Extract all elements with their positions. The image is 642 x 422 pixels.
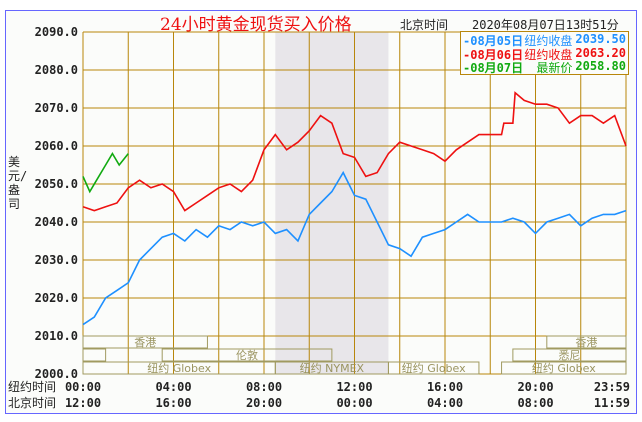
legend-label: 纽约收盘 — [524, 47, 573, 62]
legend-item: -08月05日 纽约收盘 2039.50 — [463, 32, 626, 49]
legend-marker: -08月05日 — [463, 34, 524, 48]
legend-value: 2058.80 — [575, 59, 626, 73]
session-label: 香港 — [134, 336, 156, 349]
session-label: 纽约 Globex — [147, 361, 211, 375]
x-tick-label: 16:00 — [155, 396, 191, 410]
legend-value: 2039.50 — [575, 32, 626, 46]
y-tick-label: 2090.0 — [35, 25, 78, 39]
legend-marker: -08月06日 — [463, 47, 524, 62]
session-label: 伦敦 — [236, 348, 258, 362]
x-tick-label: 20:00 — [246, 396, 282, 410]
series-line-08月07日 — [82, 152, 129, 194]
series-line-08月06日 — [82, 91, 627, 212]
x-tick-label: 23:59 — [594, 380, 630, 394]
legend: -08月05日 纽约收盘 2039.50 -08月06日 纽约收盘 2063.20 -08月… — [460, 31, 629, 75]
x-tick-label: 04:00 — [427, 396, 463, 410]
x-tick-label: 20:00 — [517, 380, 553, 394]
session-bar — [161, 348, 333, 362]
y-tick-label: 2060.0 — [35, 139, 78, 153]
y-tick-label: 2020.0 — [35, 291, 78, 305]
legend-label: 纽约收盘 — [524, 34, 573, 48]
session-label: 香港 — [575, 336, 597, 349]
x-tick-label: 04:00 — [155, 380, 191, 394]
session-bar — [82, 348, 107, 362]
legend-item: -08月07日 最新价 2058.80 — [463, 59, 626, 76]
chart-title: 24小时黄金现货买入价格 — [160, 15, 352, 35]
y-tick-label: 2010.0 — [35, 329, 78, 343]
x-tick-label: 08:00 — [517, 396, 553, 410]
legend-value: 2063.20 — [575, 45, 626, 60]
session-bar — [546, 335, 627, 349]
y-tick-label: 2000.0 — [35, 367, 78, 381]
x-axis-row-label: 北京时间 — [8, 396, 56, 410]
y-tick-label: 2030.0 — [35, 253, 78, 267]
x-tick-label: 16:00 — [427, 380, 463, 394]
legend-item: -08月06日 纽约收盘 2063.20 — [463, 46, 626, 63]
datetime: 2020年08月07日13时51分 — [472, 18, 619, 32]
x-tick-label: 00:00 — [336, 396, 372, 410]
legend-label: 最新价 — [536, 61, 573, 75]
session-label: 悉尼 — [558, 349, 580, 362]
x-tick-label: 11:59 — [594, 396, 630, 410]
y-tick-label: 2070.0 — [35, 101, 78, 115]
x-tick-label: 12:00 — [336, 380, 372, 394]
session-label: 纽约 Globex — [402, 361, 466, 375]
x-tick-label: 08:00 — [246, 380, 282, 394]
y-tick-label: 2040.0 — [35, 215, 78, 229]
x-tick-label: 00:00 — [65, 380, 101, 394]
session-bar — [501, 361, 627, 375]
y-tick-label: 2050.0 — [35, 177, 78, 191]
y-axis-label: 美元/盎司 — [8, 155, 28, 211]
session-bar — [512, 348, 627, 362]
session-label: 纽约 NYMEX — [300, 361, 365, 375]
session-bar — [387, 361, 480, 375]
x-tick-label: 12:00 — [65, 396, 101, 410]
x-axis-row-label: 纽约时间 — [8, 379, 56, 394]
session-bar — [82, 335, 208, 349]
legend-marker: -08月07日 — [463, 61, 524, 75]
timezone-label: 北京时间 — [400, 18, 449, 32]
y-tick-label: 2080.0 — [35, 63, 78, 77]
nymex-shaded-region — [275, 32, 389, 374]
series-line-08月05日 — [82, 170, 627, 326]
session-label: 纽约 Globex — [532, 361, 596, 375]
